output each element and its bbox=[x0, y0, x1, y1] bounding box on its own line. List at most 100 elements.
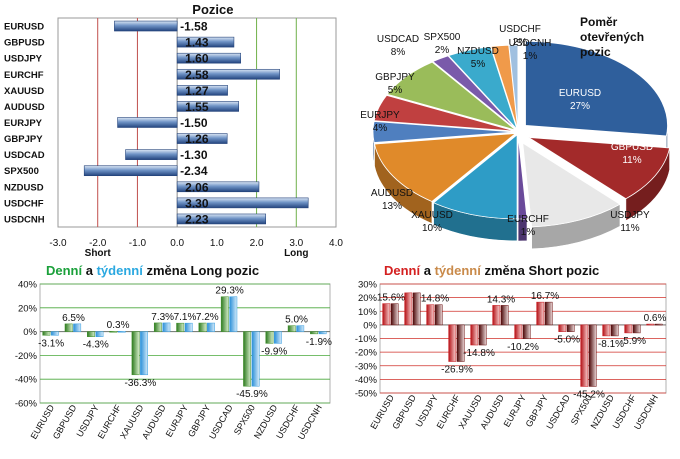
bar-eurusd-s1 bbox=[50, 331, 59, 336]
bar-gbpjpy bbox=[176, 133, 228, 144]
category-label-spx500: SPX500 bbox=[4, 166, 39, 177]
category-label-usdcad: USDCAD bbox=[4, 150, 45, 161]
bar-gbpjpy-s1 bbox=[207, 322, 215, 332]
pie-label-audusd: AUDUSD bbox=[371, 188, 413, 199]
bar-xauusd-s1 bbox=[478, 324, 487, 346]
x-tick-label: 3.0 bbox=[289, 238, 303, 249]
category-label-eurjpy: EURJPY bbox=[4, 118, 43, 129]
title-part: změna Long pozic bbox=[143, 263, 259, 278]
title-part: změna Short pozic bbox=[481, 263, 599, 278]
pie-label-usdjpy: USDJPY bbox=[610, 210, 650, 221]
value-label-gbpjpy: 1.26 bbox=[185, 132, 209, 146]
pie-label-xauusd: XAUUSD bbox=[411, 210, 453, 221]
bar-gbpusd-s1 bbox=[412, 292, 421, 326]
value-label-usdchf: 3.30 bbox=[185, 196, 209, 210]
long-change-bar-chart: Denní a týdenní změna Long pozic 40% 20% 0%… bbox=[15, 263, 332, 441]
bar-audusd-s1 bbox=[162, 322, 171, 332]
pie-slice-eurchf bbox=[517, 134, 528, 220]
bar-xauusd-s0 bbox=[470, 324, 479, 346]
value-label-eurchf: 0.3% bbox=[107, 320, 130, 331]
pie-slice-nzdusd bbox=[447, 46, 518, 130]
y-tick-label: 40% bbox=[18, 280, 38, 291]
pie-percent-gbpusd: 11% bbox=[622, 155, 641, 166]
title-part: a bbox=[420, 263, 434, 278]
y-tick-label: 30% bbox=[358, 280, 378, 291]
category-label-nzdusd: NZDUSD bbox=[4, 182, 44, 193]
value-label-xauusd: -36.3% bbox=[125, 378, 157, 389]
bar-usdcad-s0 bbox=[220, 296, 229, 332]
value-label-usdcnh: 0.6% bbox=[644, 313, 667, 324]
y-tick-label: 10% bbox=[358, 307, 378, 318]
y-tick-label: 20% bbox=[18, 303, 38, 314]
bar-xauusd-s0 bbox=[131, 331, 140, 376]
bar-eurjpy-s0 bbox=[176, 322, 185, 332]
title-part: Denní bbox=[384, 263, 421, 278]
pie-label-usdchf: USDCHF bbox=[499, 24, 541, 35]
bar-spx500-s1 bbox=[251, 331, 260, 387]
bar-audusd-s0 bbox=[153, 322, 162, 332]
category-label-audusd: AUDUSD bbox=[4, 102, 45, 113]
pie-percent-eurjpy: 4% bbox=[373, 123, 388, 134]
bar-usdjpy-s1 bbox=[95, 331, 104, 337]
pie-slice-spx500 bbox=[432, 55, 517, 130]
pie-slice-eurjpy bbox=[372, 121, 516, 143]
category-label-gbpusd: GBPUSD bbox=[4, 38, 45, 49]
x-tick-label: 4.0 bbox=[329, 238, 343, 249]
category-label-usdjpy: USDJPY bbox=[4, 54, 43, 65]
value-label-usdjpy: 14.8% bbox=[421, 294, 449, 305]
value-label-xauusd: -14.8% bbox=[463, 348, 495, 359]
value-label-gbpjpy: 7.2% bbox=[196, 312, 219, 323]
value-label-audusd: 14.3% bbox=[487, 294, 515, 305]
bar-spx500-s1 bbox=[588, 324, 597, 387]
value-label-audusd: 7.3% bbox=[151, 312, 174, 323]
bar-usdcad-s0 bbox=[558, 324, 567, 332]
pie-slice-eurusd bbox=[525, 40, 668, 137]
y-tick-label: -10% bbox=[355, 334, 378, 345]
y-tick-label: -30% bbox=[355, 361, 378, 372]
bar-usdjpy-s0 bbox=[87, 331, 95, 337]
bar-eurusd-s1 bbox=[390, 303, 399, 326]
y-tick-label: -40% bbox=[355, 375, 378, 386]
y-tick-label: -20% bbox=[355, 348, 378, 359]
value-label-eurusd: 15.6% bbox=[377, 293, 405, 304]
title-part: týdenní bbox=[97, 263, 144, 278]
pie-percent-nzdusd: 5% bbox=[471, 59, 486, 70]
value-label-nzdusd: 2.06 bbox=[185, 180, 209, 194]
y-tick-label: 20% bbox=[358, 293, 378, 304]
pie-label-nzdusd: NZDUSD bbox=[457, 46, 499, 57]
pie-percent-spx500: 2% bbox=[435, 45, 450, 56]
bar-spx500-s0 bbox=[580, 324, 589, 387]
pie-label-spx500: SPX500 bbox=[424, 32, 461, 43]
value-label-gbpusd: 1.43 bbox=[185, 36, 209, 50]
pie-slice-gbpusd bbox=[528, 137, 671, 200]
bar-gbpjpy-s0 bbox=[198, 322, 207, 332]
value-label-eurchf: -26.9% bbox=[441, 365, 473, 376]
bar-usdchf bbox=[176, 197, 309, 209]
value-label-usdchf: -5.9% bbox=[620, 336, 646, 347]
pie-slice-gbpjpy bbox=[373, 94, 516, 132]
x-tick-label: 1.0 bbox=[210, 238, 224, 249]
bar-gbpusd-s0 bbox=[404, 292, 413, 326]
pie-slice-xauusd bbox=[432, 134, 518, 220]
value-label-xauusd: 1.27 bbox=[185, 84, 209, 98]
bar-usdcad-s1 bbox=[566, 324, 575, 332]
bar-eurusd-s0 bbox=[382, 303, 391, 326]
bar-eurjpy-s0 bbox=[514, 324, 523, 340]
change-chart-title: Denní a týdenní změna Long pozic bbox=[46, 263, 259, 278]
short-change-bar-chart: Denní a týdenní změna Short pozic30%20%1… bbox=[355, 263, 667, 431]
value-label-usdjpy: 1.60 bbox=[185, 52, 209, 66]
bar-usdchf-s0 bbox=[624, 324, 633, 334]
bar-eurjpy-s1 bbox=[522, 324, 531, 340]
value-label-eurjpy: -1.50 bbox=[180, 116, 208, 130]
bar-usdcad-s1 bbox=[229, 296, 238, 332]
pie-percent-usdjpy: 11% bbox=[620, 223, 639, 234]
positions-bar-chart: Pozice EURUSD -1.58 GBPUSD 1.43 USDJPY 1.60 EUR… bbox=[4, 2, 343, 259]
x-tick-label: -1.0 bbox=[129, 238, 147, 249]
bar-nzdusd-s0 bbox=[265, 331, 274, 344]
open-positions-pie-chart: EURUSD 27% GBPUSD 11% USDJPY 11% EURCHF 1% XAUUS… bbox=[360, 15, 671, 250]
pie-label-gbpusd: GBPUSD bbox=[611, 142, 653, 153]
bar-eurusd-s0 bbox=[42, 331, 51, 336]
value-label-spx500: -45.2% bbox=[573, 389, 605, 400]
